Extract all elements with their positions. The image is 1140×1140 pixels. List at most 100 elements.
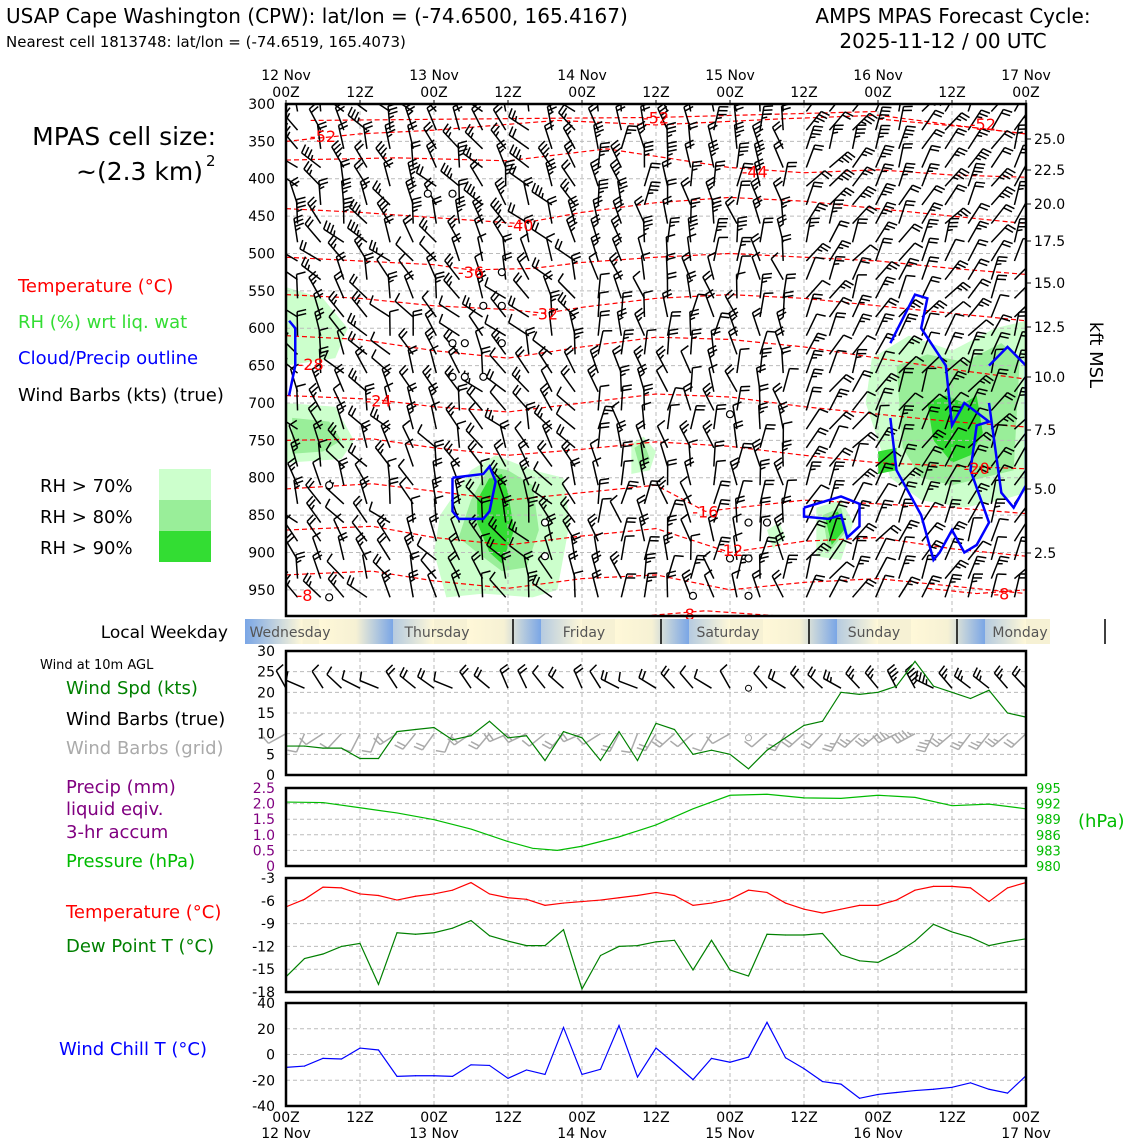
barb-staff	[527, 104, 530, 112]
top-date-label: 17 Nov	[1001, 68, 1051, 84]
barb-feather	[501, 550, 511, 556]
barb-feather	[724, 195, 733, 204]
bottom-hour-label: 00Z	[568, 1110, 595, 1126]
barb-feather	[910, 519, 920, 524]
wind-barb-true	[638, 668, 657, 689]
barb-feather	[759, 551, 769, 556]
barb-staff	[597, 293, 601, 318]
barb-feather	[929, 148, 940, 152]
wind-barb	[687, 121, 698, 149]
barb-feather	[756, 367, 767, 373]
wind-barb	[805, 542, 832, 561]
barb-feather	[813, 386, 823, 389]
barb-feather	[408, 349, 418, 355]
barb-feather	[563, 162, 571, 171]
barb-feather	[475, 202, 484, 210]
wind-barb	[593, 532, 604, 561]
barb-feather	[612, 232, 621, 240]
barb-feather	[568, 550, 578, 557]
barb-feather	[408, 184, 417, 191]
barb-feather	[778, 222, 785, 228]
barb-feather	[936, 185, 946, 191]
barb-feather	[883, 237, 893, 241]
barb-feather	[313, 288, 323, 295]
calm-marker	[460, 372, 469, 381]
barb-feather	[458, 383, 468, 388]
barb-feather	[413, 308, 423, 313]
barb-feather	[781, 200, 791, 205]
barb-feather	[438, 313, 444, 323]
wind-barb	[851, 104, 866, 112]
pressure-unit-label: (hPa)	[1078, 811, 1125, 832]
wind-barb	[852, 112, 878, 131]
barb-feather	[364, 260, 371, 265]
barb-feather	[547, 165, 557, 172]
barb-feather	[819, 408, 829, 414]
dewpoint-line-point	[544, 945, 546, 947]
barb-feather	[784, 294, 794, 298]
calm-marker	[540, 518, 550, 527]
dewpoint-line-point	[451, 927, 454, 929]
barb-feather	[444, 253, 452, 262]
barb-feather	[861, 172, 868, 176]
wind-barb	[759, 496, 771, 523]
wind-barb	[519, 232, 530, 262]
wind-barb-grid	[692, 733, 713, 752]
barb-feather	[475, 326, 484, 333]
barb-feather	[866, 470, 876, 478]
barb-feather	[933, 132, 943, 138]
wind-barb	[967, 220, 990, 243]
barb-feather	[834, 259, 845, 262]
barb-feather	[812, 353, 823, 357]
barb-staff	[713, 461, 718, 486]
barb-feather	[542, 419, 551, 427]
barb-feather	[651, 181, 661, 184]
wind-barb	[707, 139, 720, 168]
barb-feather	[516, 251, 525, 260]
barb-feather	[564, 187, 569, 193]
barb-feather	[742, 166, 753, 169]
temperature-contour	[643, 610, 780, 616]
wind-barb-true	[993, 665, 1009, 689]
barb-feather	[814, 452, 821, 455]
barb-feather	[514, 527, 518, 533]
barb-feather	[312, 550, 322, 557]
top-date-label: 12 Nov	[261, 68, 311, 84]
barb-feather	[624, 333, 634, 336]
barb-feather	[445, 402, 453, 410]
barb-feather	[365, 387, 375, 392]
barb-feather	[593, 170, 600, 176]
wind-barb	[559, 178, 576, 206]
barb-feather	[589, 344, 599, 352]
barb-feather	[351, 276, 358, 285]
wind-barb-true	[618, 671, 638, 689]
barb-feather	[406, 513, 416, 519]
wind-barb	[874, 124, 891, 150]
barb-feather	[682, 180, 691, 188]
barb-feather	[884, 186, 895, 191]
barb-feather	[737, 215, 748, 220]
windchill-line-point	[507, 1077, 509, 1079]
barb-feather	[456, 484, 462, 489]
barb-feather	[1003, 108, 1013, 113]
barb-feather	[387, 457, 397, 463]
wind-barb	[342, 196, 353, 224]
barb-feather	[813, 120, 820, 124]
top-hour-label: 12Z	[790, 85, 817, 101]
barb-feather	[957, 370, 967, 376]
wind-barb	[666, 570, 677, 598]
barb-feather	[563, 442, 571, 451]
bottom-hour-label: 00Z	[420, 1110, 447, 1126]
barb-feather	[413, 745, 423, 751]
wind-barb	[428, 382, 439, 411]
barb-staff	[589, 443, 599, 467]
barb-feather	[353, 320, 357, 327]
barb-feather	[881, 212, 887, 215]
barb-feather	[544, 740, 554, 747]
cloud-outline	[802, 495, 861, 540]
barb-feather	[928, 241, 938, 244]
wind-barb-true	[904, 663, 919, 689]
barb-feather	[492, 293, 500, 302]
barb-feather	[562, 368, 571, 377]
